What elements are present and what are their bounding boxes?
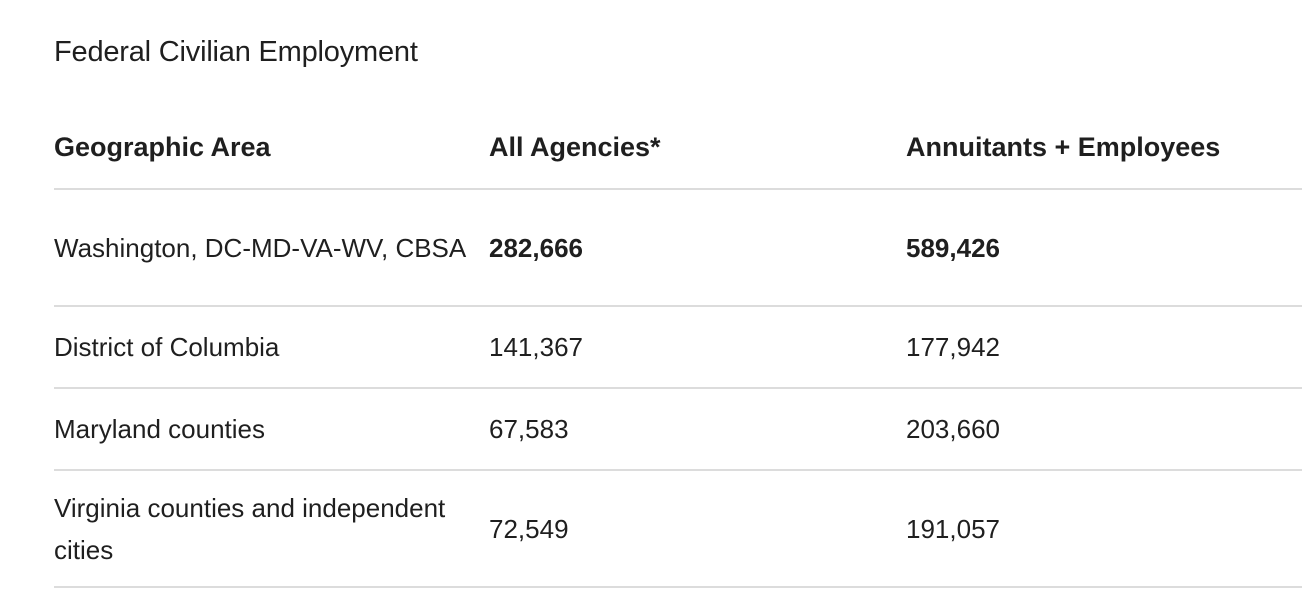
cell-all-agencies: 67,583 [489,388,906,471]
header-all-agencies: All Agencies* [489,106,906,190]
header-geographic-area: Geographic Area [54,106,489,190]
cell-area: District of Columbia [54,306,489,389]
cell-annuitants-employees: 177,942 [906,306,1302,389]
table-row: Maryland counties 67,583 203,660 [54,388,1302,471]
cell-area: Maryland counties [54,388,489,471]
employment-table: Geographic Area All Agencies* Annuitants… [54,106,1302,588]
table-row: District of Columbia 141,367 177,942 [54,306,1302,389]
cell-all-agencies: 72,549 [489,470,906,588]
cell-all-agencies: 141,367 [489,306,906,389]
header-annuitants-employees: Annuitants + Employees [906,106,1302,190]
cell-annuitants-employees: 203,660 [906,388,1302,471]
cell-annuitants-employees: 191,057 [906,470,1302,588]
table-row: Virginia counties and independent cities… [54,470,1302,588]
cell-area: Washington, DC-MD-VA-WV, CBSA [54,189,489,307]
cell-area: Virginia counties and independent cities [54,470,489,588]
table-body: Washington, DC-MD-VA-WV, CBSA 282,666 58… [54,189,1302,588]
cell-annuitants-employees: 589,426 [906,189,1302,307]
cell-all-agencies: 282,666 [489,189,906,307]
header-row: Geographic Area All Agencies* Annuitants… [54,106,1302,190]
table-row: Washington, DC-MD-VA-WV, CBSA 282,666 58… [54,189,1302,307]
table-header: Geographic Area All Agencies* Annuitants… [54,106,1302,190]
table-caption: Federal Civilian Employment [54,36,418,68]
